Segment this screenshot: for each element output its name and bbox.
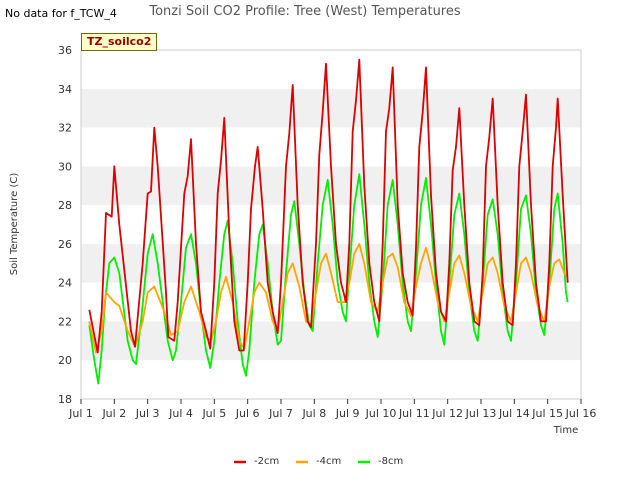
x-tick-label: Jul 12	[431, 407, 463, 420]
x-tick-label: Jul 4	[168, 407, 193, 420]
x-tick-label: Jul 6	[235, 407, 260, 420]
y-axis-label: Soil Temperature (C)	[9, 173, 20, 276]
y-tick-label: 30	[58, 160, 72, 173]
x-tick-label: Jul 16	[565, 407, 597, 420]
x-tick-label: Jul 9	[335, 407, 360, 420]
x-tick-label: Jul 13	[465, 407, 497, 420]
x-tick-label: Jul 5	[201, 407, 226, 420]
y-tick-label: 32	[58, 122, 72, 135]
grid-band	[81, 360, 581, 399]
series-line-minus-8cm	[88, 173, 569, 385]
y-tick-label: 18	[58, 393, 72, 406]
grid-band	[81, 50, 581, 89]
site-badge: TZ_soilco2	[81, 33, 158, 51]
grid-bands	[81, 50, 581, 399]
y-tick-label: 26	[58, 238, 72, 251]
grid-band	[81, 321, 581, 361]
legend: -2cm -4cm -8cm	[234, 456, 403, 467]
plot-area	[80, 49, 582, 400]
x-tick-label: Jul 8	[301, 407, 326, 420]
x-tick-label: Jul 3	[135, 407, 160, 420]
series-group	[88, 58, 569, 385]
legend-label: -8cm	[378, 456, 403, 467]
y-tick-label: 24	[58, 277, 72, 290]
chart-title: Tonzi Soil CO2 Profile: Tree (West) Temp…	[148, 4, 461, 19]
y-tick-label: 28	[58, 199, 72, 212]
no-data-note: No data for f_TCW_4	[5, 7, 117, 20]
series-line-minus-2cm	[88, 58, 569, 354]
x-axis-label: Time	[553, 425, 578, 436]
x-tick-label: Jul 14	[498, 407, 530, 420]
y-tick-label: 34	[58, 83, 72, 96]
x-tick-label: Jul 2	[101, 407, 126, 420]
grid-band	[81, 88, 581, 128]
y-tick-label: 20	[58, 354, 72, 367]
x-tick-label: Jul 1	[68, 407, 93, 420]
series-line-minus-4cm	[88, 243, 569, 354]
x-axis: Jul 1 Jul 2 Jul 3 Jul 4 Jul 5 Jul 6 Jul 7 Jul 8…	[68, 399, 596, 420]
x-tick-label: Jul 10	[365, 407, 397, 420]
legend-label: -4cm	[316, 456, 341, 467]
x-tick-label: Jul 15	[531, 407, 563, 420]
legend-label: -2cm	[254, 456, 279, 467]
x-tick-label: Jul 11	[398, 407, 430, 420]
y-tick-label: 36	[58, 44, 72, 57]
x-tick-label: Jul 7	[268, 407, 293, 420]
y-axis: 18 20 22 24 26 28 30 32 34 36	[58, 44, 72, 406]
y-tick-label: 22	[58, 315, 72, 328]
